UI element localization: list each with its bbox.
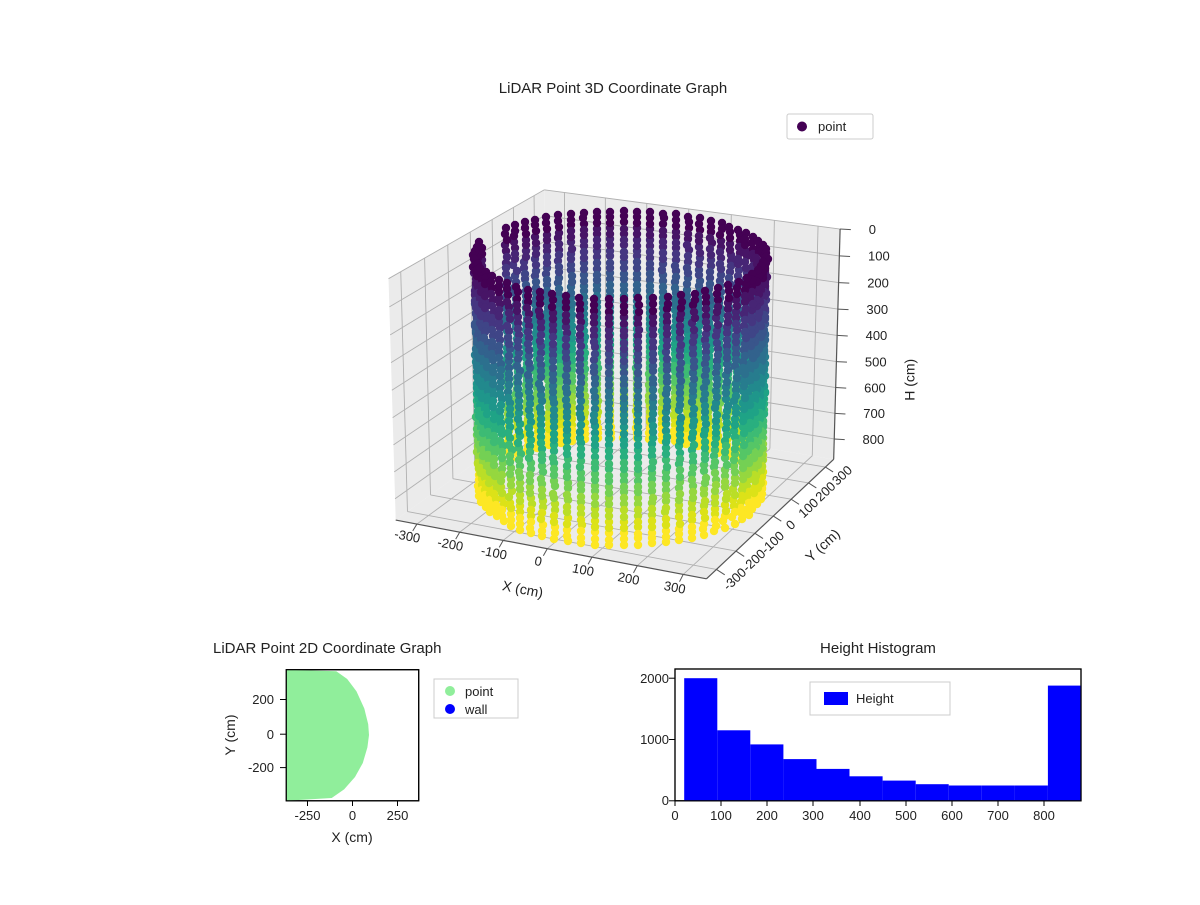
svg-text:2000: 2000 xyxy=(640,671,669,686)
svg-text:0: 0 xyxy=(267,727,274,742)
svg-text:200: 200 xyxy=(867,275,889,290)
svg-text:500: 500 xyxy=(865,354,887,369)
svg-text:-250: -250 xyxy=(294,808,320,823)
svg-text:400: 400 xyxy=(866,328,888,343)
svg-text:200: 200 xyxy=(252,692,274,707)
svg-text:100: 100 xyxy=(710,808,732,823)
svg-text:point: point xyxy=(818,119,847,134)
svg-text:800: 800 xyxy=(1033,808,1055,823)
svg-text:0: 0 xyxy=(783,517,799,533)
svg-text:Y (cm): Y (cm) xyxy=(222,715,238,756)
svg-text:X (cm): X (cm) xyxy=(331,829,372,845)
svg-text:LiDAR Point 3D Coordinate Grap: LiDAR Point 3D Coordinate Graph xyxy=(499,80,727,97)
svg-text:-100: -100 xyxy=(480,543,508,563)
svg-text:0: 0 xyxy=(349,808,356,823)
svg-text:600: 600 xyxy=(864,380,886,395)
svg-text:point: point xyxy=(465,684,494,699)
svg-text:800: 800 xyxy=(863,432,885,447)
svg-text:700: 700 xyxy=(863,406,885,421)
svg-text:300: 300 xyxy=(802,808,824,823)
svg-text:300: 300 xyxy=(663,578,687,597)
svg-text:wall: wall xyxy=(464,702,488,717)
svg-text:-200: -200 xyxy=(436,534,464,554)
svg-text:LiDAR Point 2D Coordinate Grap: LiDAR Point 2D Coordinate Graph xyxy=(213,640,441,657)
svg-text:Height: Height xyxy=(856,691,894,706)
svg-text:600: 600 xyxy=(941,808,963,823)
svg-text:Height Histogram: Height Histogram xyxy=(820,640,936,657)
svg-text:X (cm): X (cm) xyxy=(501,577,545,601)
svg-text:300: 300 xyxy=(866,302,888,317)
svg-text:0: 0 xyxy=(662,793,669,808)
svg-text:100: 100 xyxy=(868,249,890,264)
svg-text:-300: -300 xyxy=(393,526,421,546)
svg-text:-200: -200 xyxy=(248,760,274,775)
svg-text:700: 700 xyxy=(987,808,1009,823)
svg-text:100: 100 xyxy=(571,560,595,579)
svg-text:0: 0 xyxy=(533,553,543,569)
svg-text:H (cm): H (cm) xyxy=(901,359,917,401)
svg-text:500: 500 xyxy=(895,808,917,823)
svg-text:1000: 1000 xyxy=(640,732,669,747)
svg-text:200: 200 xyxy=(617,569,641,588)
svg-text:400: 400 xyxy=(849,808,871,823)
svg-text:200: 200 xyxy=(756,808,778,823)
svg-text:0: 0 xyxy=(671,808,678,823)
svg-text:Y (cm): Y (cm) xyxy=(802,525,843,565)
svg-text:0: 0 xyxy=(869,222,876,237)
svg-text:250: 250 xyxy=(387,808,409,823)
